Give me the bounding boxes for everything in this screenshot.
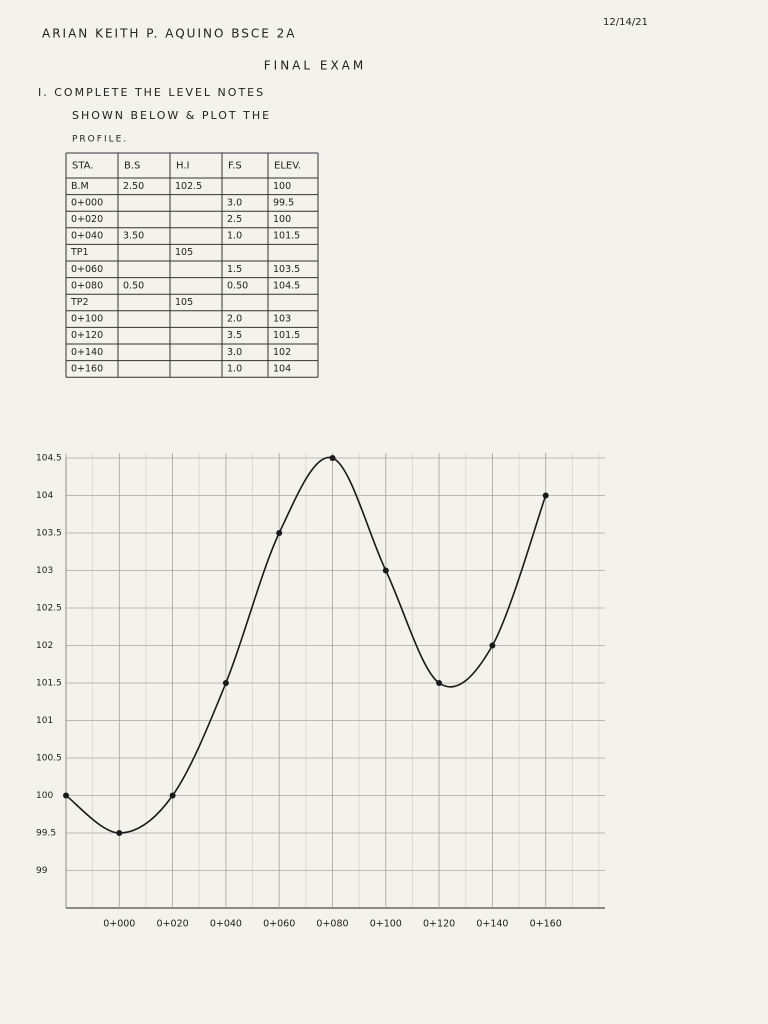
table-cell: 0+000 bbox=[71, 197, 103, 208]
instruction-line: SHOWN BELOW & PLOT THE bbox=[72, 109, 271, 122]
table-cell: TP2 bbox=[70, 297, 89, 308]
table-cell: 0+160 bbox=[71, 363, 103, 374]
table-cell: TP1 bbox=[70, 247, 89, 258]
y-tick-label: 103.5 bbox=[36, 529, 62, 539]
table-cell: 0+020 bbox=[71, 214, 103, 225]
profile-line bbox=[65, 456, 547, 834]
y-tick-label: 104 bbox=[36, 491, 53, 501]
data-point bbox=[542, 492, 549, 499]
table-cell: 3.0 bbox=[227, 197, 242, 208]
x-tick-label: 0+040 bbox=[210, 919, 242, 930]
table-header: H.I bbox=[176, 161, 189, 172]
data-point bbox=[276, 530, 283, 536]
table-cell: 0+140 bbox=[71, 347, 103, 358]
table-cell: 102.5 bbox=[175, 181, 202, 192]
table-cell: 0+060 bbox=[71, 264, 103, 275]
x-tick-label: 0+080 bbox=[316, 919, 348, 930]
table-header: B.S bbox=[124, 161, 140, 172]
table-cell: 0+080 bbox=[71, 280, 103, 291]
table-cell: 103 bbox=[273, 314, 291, 325]
table-cell: 102 bbox=[273, 347, 291, 358]
table-cell: 0.50 bbox=[123, 280, 144, 291]
table-cell: 105 bbox=[175, 297, 193, 308]
table-cell: 0+040 bbox=[71, 231, 103, 242]
x-tick-label: 0+020 bbox=[157, 919, 189, 930]
y-tick-label: 102 bbox=[36, 641, 53, 651]
table-cell: B.M bbox=[71, 181, 89, 192]
table-cell: 3.5 bbox=[227, 330, 242, 341]
table-cell: 1.5 bbox=[227, 264, 242, 275]
y-tick-label: 100 bbox=[36, 791, 53, 801]
data-point bbox=[222, 680, 229, 686]
x-tick-label: 0+060 bbox=[263, 919, 295, 930]
table-cell: 105 bbox=[175, 247, 193, 258]
table-cell: 104 bbox=[273, 363, 291, 374]
x-tick-label: 0+140 bbox=[476, 919, 508, 930]
y-tick-label: 103 bbox=[36, 566, 53, 576]
table-cell: 101.5 bbox=[273, 330, 300, 341]
y-tick-label: 101 bbox=[36, 716, 53, 726]
table-cell: 2.5 bbox=[227, 214, 242, 225]
student-name: ARIAN KEITH P. AQUINO BSCE 2A bbox=[42, 27, 297, 41]
instruction-line: PROFILE. bbox=[72, 135, 128, 145]
table-header: STA. bbox=[72, 161, 94, 172]
data-point bbox=[329, 455, 336, 461]
table-cell: 100 bbox=[273, 214, 291, 225]
y-tick-label: 101.5 bbox=[36, 679, 62, 689]
table-header: ELEV. bbox=[274, 161, 301, 172]
table-cell: 2.0 bbox=[227, 314, 242, 325]
y-tick-label: 102.5 bbox=[36, 604, 62, 614]
table-cell: 99.5 bbox=[273, 197, 294, 208]
table-cell: 1.0 bbox=[227, 363, 242, 374]
date: 12/14/21 bbox=[603, 17, 648, 28]
data-point bbox=[489, 642, 496, 649]
table-cell: 101.5 bbox=[273, 231, 300, 242]
data-point bbox=[116, 830, 123, 836]
table-cell: 0.50 bbox=[227, 280, 248, 291]
data-point bbox=[63, 792, 69, 799]
x-tick-label: 0+100 bbox=[370, 919, 402, 930]
table-header: F.S bbox=[228, 161, 242, 172]
y-tick-label: 100.5 bbox=[36, 754, 62, 764]
y-tick-label: 99 bbox=[36, 866, 48, 876]
x-tick-label: 0+160 bbox=[530, 919, 562, 930]
data-point bbox=[382, 567, 389, 574]
table-cell: 100 bbox=[273, 181, 291, 192]
table-cell: 2.50 bbox=[123, 181, 144, 192]
exam-title: FINAL EXAM bbox=[264, 59, 367, 73]
table-cell: 1.0 bbox=[227, 231, 242, 242]
table-cell: 0+100 bbox=[71, 314, 103, 325]
table-cell: 3.0 bbox=[227, 347, 242, 358]
table-cell: 3.50 bbox=[123, 231, 144, 242]
x-tick-label: 0+000 bbox=[103, 919, 135, 930]
y-tick-label: 99.5 bbox=[36, 829, 56, 839]
table-cell: 0+120 bbox=[71, 330, 103, 341]
x-tick-label: 0+120 bbox=[423, 919, 455, 930]
table-cell: 104.5 bbox=[273, 280, 300, 291]
data-point bbox=[169, 792, 176, 799]
instruction-line: I. COMPLETE THE LEVEL NOTES bbox=[38, 86, 265, 99]
table-cell: 103.5 bbox=[273, 264, 300, 275]
data-point bbox=[436, 680, 443, 686]
y-tick-label: 104.5 bbox=[36, 454, 62, 464]
